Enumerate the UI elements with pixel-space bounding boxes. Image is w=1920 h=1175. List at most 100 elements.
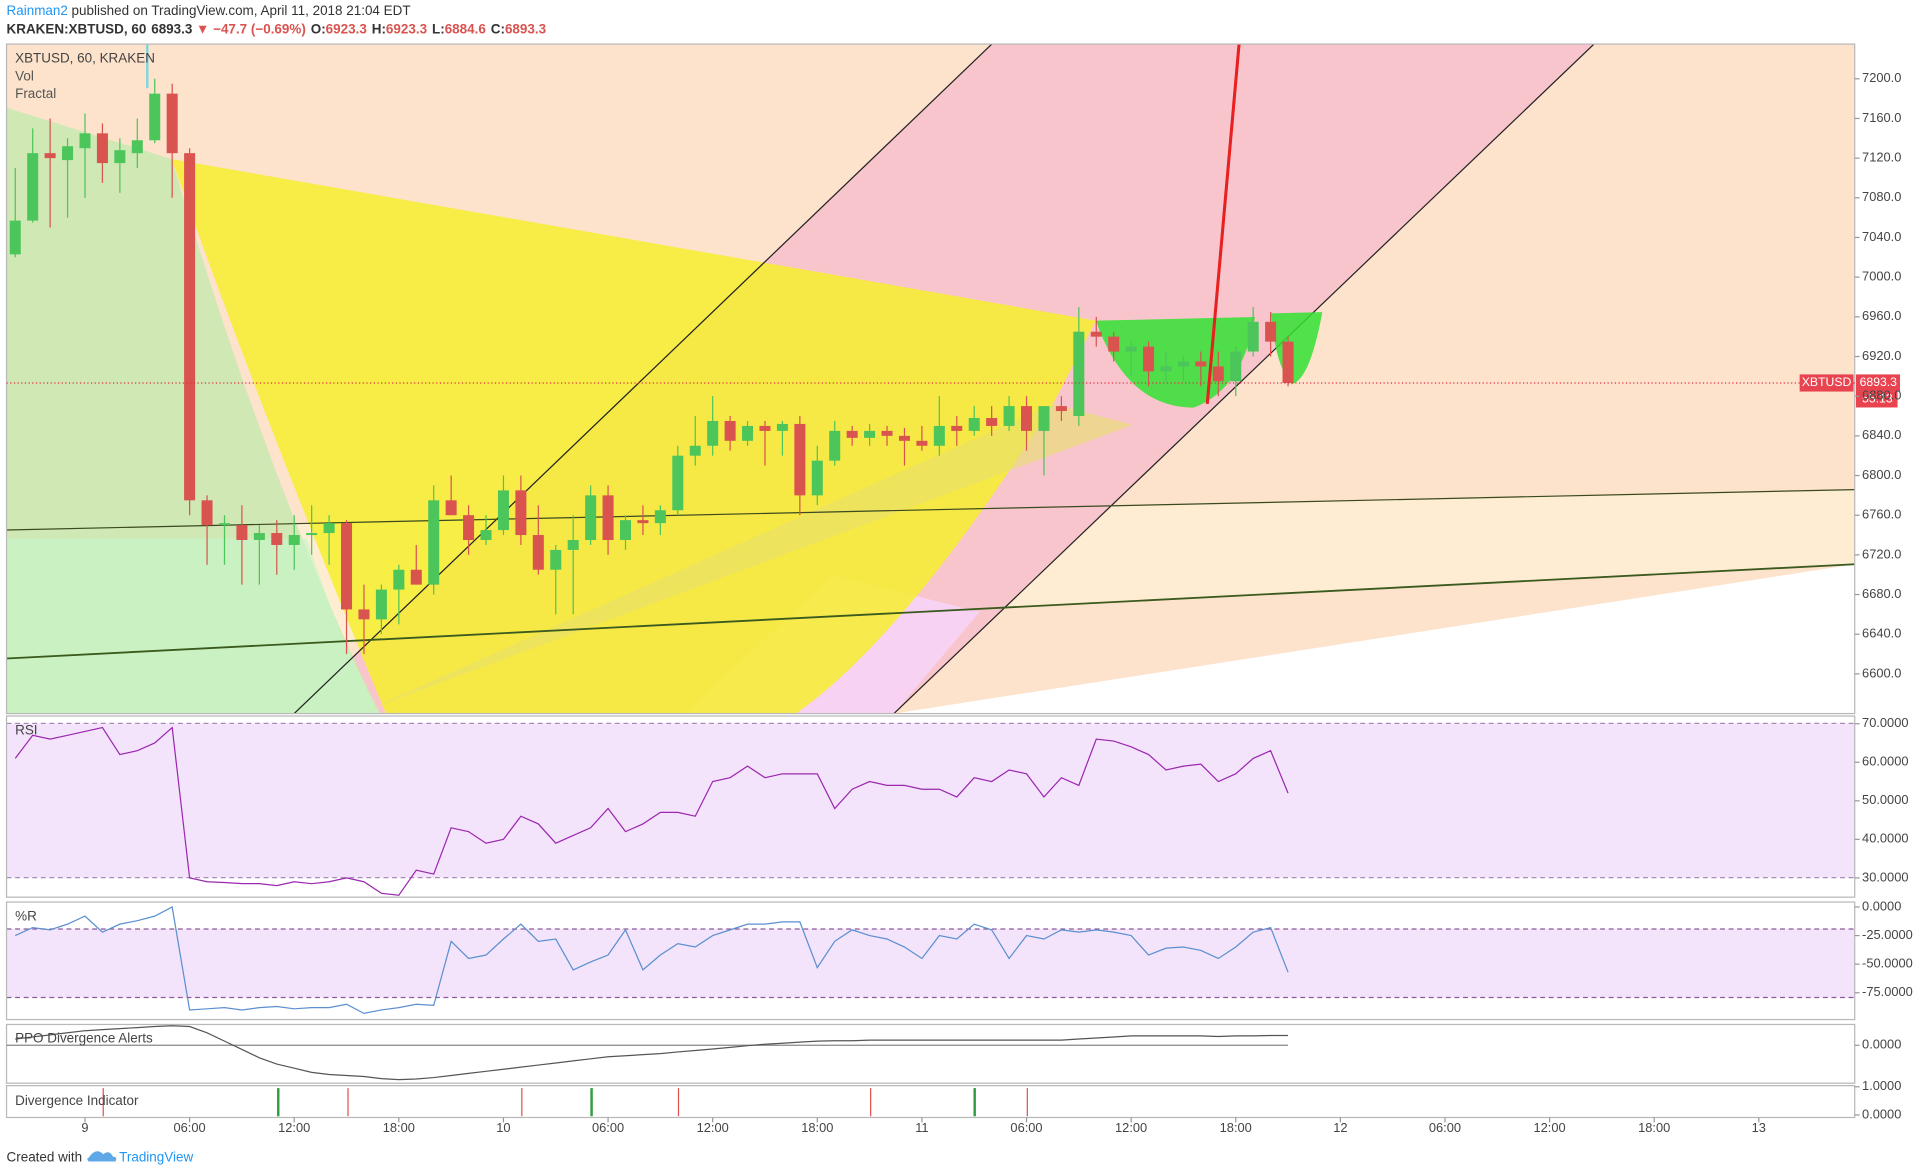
candles xyxy=(9,78,1294,655)
author[interactable]: Rainman2 xyxy=(7,3,68,18)
symbol: KRAKEN:XBTUSD, 60 xyxy=(7,21,147,36)
candle-body xyxy=(131,140,143,154)
candle-body xyxy=(306,533,318,536)
candle-body xyxy=(1003,406,1015,426)
candle-body xyxy=(445,500,457,516)
quote-value: 6884.6 xyxy=(445,21,486,36)
candle-body xyxy=(759,425,771,431)
y-tick-label: 7200.0 xyxy=(1862,70,1901,85)
x-tick-label: 18:00 xyxy=(1638,1120,1670,1135)
pane xyxy=(5,901,1856,1021)
x-tick-label: 18:00 xyxy=(1220,1120,1252,1135)
candle-body xyxy=(497,490,509,531)
y-tick-label: 6600.0 xyxy=(1862,665,1901,680)
x-tick-label: 12:00 xyxy=(697,1120,729,1135)
y-tick-label: 1.0000 xyxy=(1862,1078,1901,1093)
x-tick-label: 12:00 xyxy=(1534,1120,1566,1135)
candle-body xyxy=(881,430,893,436)
wr-band xyxy=(6,928,1855,998)
indicator-line xyxy=(14,906,1289,1015)
candle-body xyxy=(114,150,126,164)
footer-brand[interactable]: TradingView xyxy=(119,1149,193,1164)
candle-body xyxy=(428,500,440,585)
y-tick-label: 50.0000 xyxy=(1862,792,1908,807)
zone xyxy=(6,538,380,714)
candle-body xyxy=(846,430,858,438)
candle-body xyxy=(1247,321,1259,352)
candle-body xyxy=(1021,406,1033,431)
pane xyxy=(5,1023,1856,1084)
countdown: 55:13 xyxy=(1862,392,1893,406)
x-tick-label: 18:00 xyxy=(801,1120,833,1135)
candle-body xyxy=(968,417,980,431)
x-tick-label: 06:00 xyxy=(592,1120,624,1135)
y-tick-label: 60.0000 xyxy=(1862,754,1908,769)
candle-body xyxy=(166,93,178,154)
candle-body xyxy=(1195,361,1207,367)
rsi-band xyxy=(6,723,1855,878)
quote-line: KRAKEN:XBTUSD, 60 6893.3 ▼ −47.7 (−0.69%) O… xyxy=(7,21,547,36)
candle-body xyxy=(1160,366,1172,372)
indicator-line xyxy=(15,1025,1289,1081)
pane-title: PPO Divergence Alerts xyxy=(15,1031,153,1046)
candle-body xyxy=(480,530,492,540)
countdown-tag xyxy=(1855,391,1898,408)
pane-title: RSI xyxy=(15,722,37,737)
y-tick-label: 7160.0 xyxy=(1862,110,1901,125)
indicator-label: Vol xyxy=(15,69,34,84)
candle-body xyxy=(1108,336,1120,352)
candle-body xyxy=(637,520,649,524)
y-tick-label: 7080.0 xyxy=(1862,189,1901,204)
pane xyxy=(5,43,1856,715)
candle-body xyxy=(62,146,74,161)
candle-body xyxy=(253,533,265,540)
candle-body xyxy=(585,495,597,540)
y-tick-label: -25.0000 xyxy=(1862,927,1913,942)
quote-value: 6893.3 xyxy=(505,21,546,36)
pane-title: %R xyxy=(15,908,37,923)
candle-body xyxy=(532,535,544,570)
x-tick-label: 06:00 xyxy=(1429,1120,1461,1135)
projection xyxy=(1205,44,1241,405)
y-tick-label: 6680.0 xyxy=(1862,586,1901,601)
cup xyxy=(1095,317,1255,408)
candle-body xyxy=(323,523,335,534)
candle-body xyxy=(654,510,666,524)
y-tick-label: 6880.0 xyxy=(1862,388,1901,403)
trendline xyxy=(893,44,1595,714)
divergence-signals xyxy=(102,1088,1028,1117)
candle-body xyxy=(393,569,405,590)
candle-body xyxy=(1038,406,1050,431)
quote-label: H: xyxy=(372,21,386,36)
y-tick-label: 6840.0 xyxy=(1862,427,1901,442)
x-tick-label: 9 xyxy=(81,1120,88,1135)
candle-body xyxy=(689,445,701,456)
x-tick-label: 06:00 xyxy=(174,1120,206,1135)
header-line: Rainman2 published on TradingView.com, Ap… xyxy=(7,3,411,18)
price-tag-value: 6893.3 xyxy=(1860,375,1898,389)
candle-body xyxy=(463,515,475,540)
candle-body xyxy=(986,417,998,426)
frames xyxy=(5,43,1856,1119)
quote-value: 6923.3 xyxy=(386,21,427,36)
candle-body xyxy=(1073,331,1085,417)
indicator-label: Fractal xyxy=(15,86,56,101)
trendline xyxy=(293,44,993,714)
candle-body xyxy=(550,549,562,570)
candle-body xyxy=(1090,331,1102,337)
y-tick-label: 6640.0 xyxy=(1862,626,1901,641)
candle-body xyxy=(375,589,387,620)
candle-body xyxy=(271,533,283,545)
candle-body xyxy=(1282,341,1294,383)
candle-body xyxy=(1230,351,1242,382)
y-tick-label: 7120.0 xyxy=(1862,150,1901,165)
candle-body xyxy=(602,495,614,540)
candle-body xyxy=(951,425,963,431)
price-tag xyxy=(1855,374,1900,392)
logo xyxy=(87,1151,117,1162)
candle-body xyxy=(9,220,21,255)
change: ▼ −47.7 (−0.69%) xyxy=(196,21,306,36)
y-tick-label: 0.0000 xyxy=(1862,1037,1901,1052)
